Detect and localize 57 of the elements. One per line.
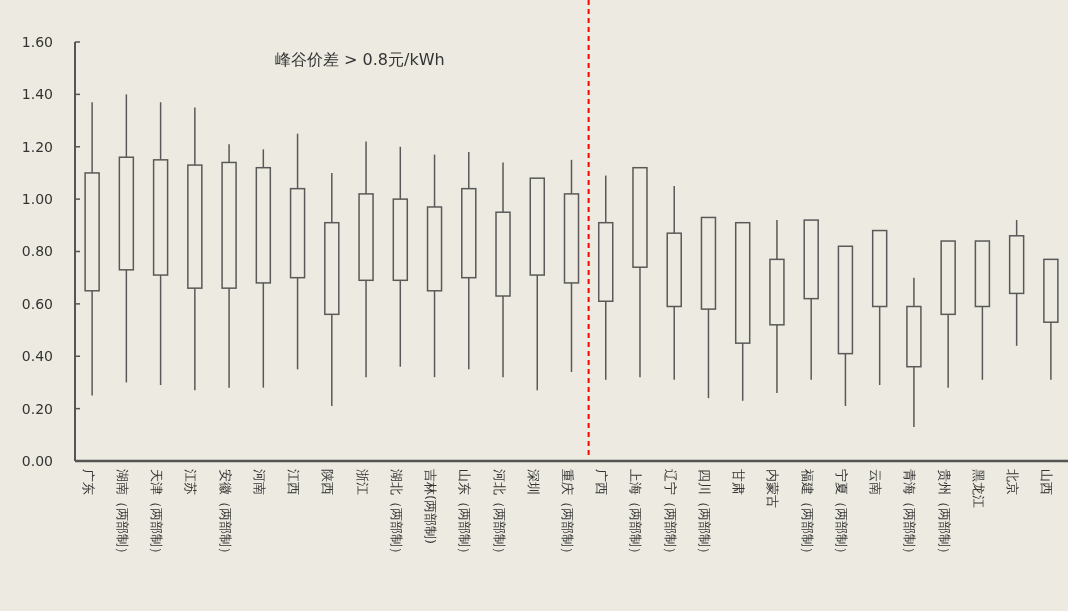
x-tick-label: 甘肃 (731, 469, 747, 495)
candlestick (255, 148, 272, 389)
y-tick-label: 1.40 (21, 86, 53, 103)
candlestick (221, 143, 237, 389)
x-tick-label: 陕西 (320, 469, 336, 495)
x-tick-label: 云南 (868, 469, 884, 495)
x-tick-label: 北京 (1005, 469, 1021, 495)
x-tick-label: 吉林(两部制) (423, 469, 439, 545)
x-tick-label: 深圳 (525, 469, 541, 495)
y-tick-label: 1.60 (21, 33, 53, 50)
x-tick-label: 河南 (251, 469, 267, 495)
x-tick-label: 山东（两部制） (457, 469, 473, 560)
x-tick-label: 贵州（两部制） (936, 469, 952, 560)
candlestick (289, 132, 306, 371)
x-tick-label: 辽宁（两部制） (662, 469, 678, 560)
candlestick (152, 101, 169, 386)
y-tick-label: 0.40 (21, 348, 53, 365)
x-tick-label: 河北（两部制） (491, 469, 507, 560)
candlestick (358, 140, 374, 378)
x-tick-label: 四川（两部制） (696, 469, 712, 560)
x-tick-label: 湖北（两部制） (388, 469, 404, 560)
candlestick (324, 172, 340, 407)
x-tick-label: 湖南（两部制） (114, 469, 130, 560)
candlestick (392, 146, 409, 368)
y-tick-label: 1.20 (21, 138, 53, 155)
x-tick-label: 江苏 (183, 469, 199, 495)
candlestick (461, 151, 477, 371)
x-tick-label: 福建（两部制） (799, 469, 815, 560)
x-tick-label: 内蒙古 (765, 469, 781, 508)
x-tick-label: 安徽（两部制） (217, 469, 233, 560)
candlestick (769, 219, 785, 394)
x-tick-label: 江西 (286, 469, 302, 495)
candlestick (563, 159, 580, 373)
y-tick-label: 0.20 (21, 400, 53, 417)
candlestick (495, 161, 511, 378)
x-tick-label: 重庆（两部制） (560, 469, 575, 560)
candlestick (906, 276, 922, 428)
candlestick (84, 101, 100, 397)
y-tick-label: 1.00 (21, 191, 53, 208)
x-tick-label: 山西 (1039, 469, 1055, 495)
candlestick (118, 93, 135, 384)
y-tick-label: 0.00 (21, 452, 53, 469)
x-tick-label: 青海（两部制） (902, 469, 918, 560)
x-tick-label: 浙江 (354, 469, 370, 495)
candlestick (187, 106, 203, 392)
annotation: 峰谷价差 > 0.8元/kWh (275, 50, 445, 69)
x-tick-label: 广东 (80, 469, 96, 495)
x-tick-label: 宁夏（两部制） (833, 469, 849, 560)
y-tick-label: 0.60 (21, 295, 53, 312)
candlestick (597, 174, 614, 381)
candlestick (666, 185, 682, 381)
x-tick-label: 黑龙江 (970, 469, 986, 508)
x-tick-label: 上海（两部制） (628, 469, 644, 560)
y-tick-label: 0.80 (21, 243, 53, 260)
x-tick-label: 天津（两部制） (149, 469, 165, 560)
candlestick (426, 153, 443, 378)
x-tick-label: 广西 (594, 469, 610, 495)
